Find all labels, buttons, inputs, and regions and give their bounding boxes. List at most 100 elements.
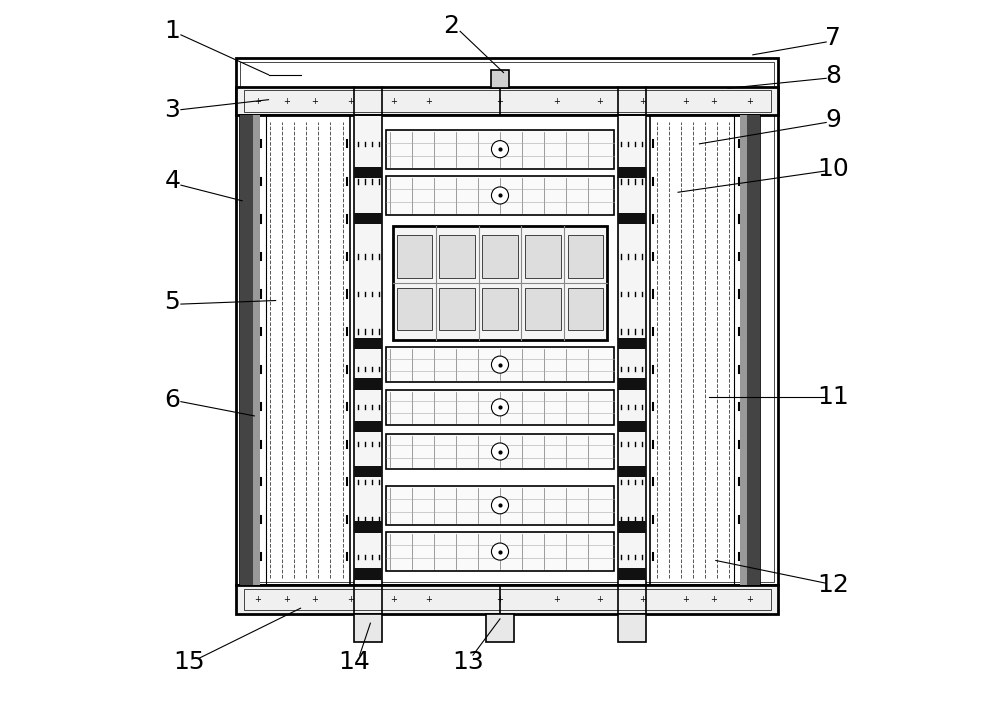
Bar: [354, 568, 382, 580]
Bar: [491, 71, 509, 88]
Bar: [618, 568, 646, 580]
Bar: [618, 378, 646, 390]
Bar: [354, 378, 382, 390]
Bar: [386, 485, 614, 525]
Text: +: +: [283, 97, 290, 106]
Bar: [244, 589, 771, 611]
Text: +: +: [596, 97, 603, 106]
Text: +: +: [254, 97, 261, 106]
Bar: [240, 115, 253, 586]
Bar: [386, 390, 614, 425]
Text: +: +: [390, 595, 397, 604]
Bar: [240, 62, 774, 582]
Text: +: +: [390, 97, 397, 106]
Bar: [740, 115, 747, 586]
Bar: [618, 465, 646, 477]
Bar: [236, 87, 778, 115]
Text: 12: 12: [817, 573, 849, 598]
Circle shape: [491, 399, 509, 416]
Bar: [650, 115, 760, 586]
Text: +: +: [283, 595, 290, 604]
Bar: [618, 521, 646, 533]
Bar: [618, 614, 646, 642]
Bar: [747, 115, 760, 586]
Text: 5: 5: [165, 290, 180, 314]
Text: +: +: [746, 595, 753, 604]
Text: +: +: [639, 97, 646, 106]
Bar: [618, 115, 646, 586]
Text: +: +: [596, 595, 603, 604]
Bar: [618, 421, 646, 433]
Bar: [244, 90, 771, 112]
Text: +: +: [347, 97, 354, 106]
Circle shape: [491, 543, 509, 560]
Circle shape: [491, 356, 509, 373]
Text: 6: 6: [164, 388, 180, 413]
Text: +: +: [682, 97, 689, 106]
Circle shape: [491, 443, 509, 460]
Bar: [354, 521, 382, 533]
Text: +: +: [425, 97, 432, 106]
Bar: [568, 287, 603, 330]
Text: +: +: [311, 97, 318, 106]
Bar: [618, 337, 646, 349]
Bar: [439, 287, 475, 330]
Text: 9: 9: [825, 109, 841, 132]
Text: 2: 2: [444, 14, 460, 38]
Bar: [393, 226, 607, 340]
Circle shape: [491, 187, 509, 204]
Text: 10: 10: [817, 157, 849, 181]
Circle shape: [491, 141, 509, 158]
Bar: [386, 129, 614, 169]
Bar: [486, 614, 514, 642]
Bar: [354, 465, 382, 477]
Bar: [618, 167, 646, 178]
Bar: [386, 176, 614, 215]
Bar: [618, 213, 646, 225]
Text: +: +: [710, 595, 717, 604]
Bar: [236, 59, 778, 586]
Text: 15: 15: [173, 651, 205, 674]
Text: 7: 7: [825, 26, 841, 51]
Text: +: +: [746, 97, 753, 106]
Text: 3: 3: [164, 98, 180, 122]
Bar: [253, 115, 260, 586]
Bar: [386, 434, 614, 469]
Bar: [354, 337, 382, 349]
Text: 1: 1: [164, 19, 180, 44]
Bar: [439, 235, 475, 277]
Text: 8: 8: [825, 64, 841, 88]
Text: 13: 13: [452, 651, 484, 674]
Bar: [734, 115, 743, 586]
Text: +: +: [254, 595, 261, 604]
Bar: [354, 614, 382, 642]
Bar: [257, 115, 266, 586]
Bar: [397, 235, 432, 277]
Bar: [354, 213, 382, 225]
Text: +: +: [639, 595, 646, 604]
Bar: [568, 235, 603, 277]
Bar: [236, 586, 778, 614]
Text: +: +: [710, 97, 717, 106]
Bar: [354, 421, 382, 433]
Bar: [482, 287, 518, 330]
Text: +: +: [554, 97, 560, 106]
Text: 11: 11: [817, 385, 849, 409]
Text: +: +: [311, 595, 318, 604]
Bar: [354, 115, 382, 586]
Text: +: +: [554, 595, 560, 604]
Text: +: +: [497, 97, 503, 106]
Text: +: +: [497, 595, 503, 604]
Bar: [482, 235, 518, 277]
Bar: [386, 532, 614, 571]
Bar: [525, 287, 561, 330]
Text: 14: 14: [338, 651, 370, 674]
Bar: [525, 235, 561, 277]
Bar: [354, 167, 382, 178]
Circle shape: [491, 497, 509, 514]
Text: 4: 4: [164, 169, 180, 193]
Text: +: +: [682, 595, 689, 604]
Text: +: +: [425, 595, 432, 604]
Text: +: +: [347, 595, 354, 604]
Bar: [386, 347, 614, 383]
